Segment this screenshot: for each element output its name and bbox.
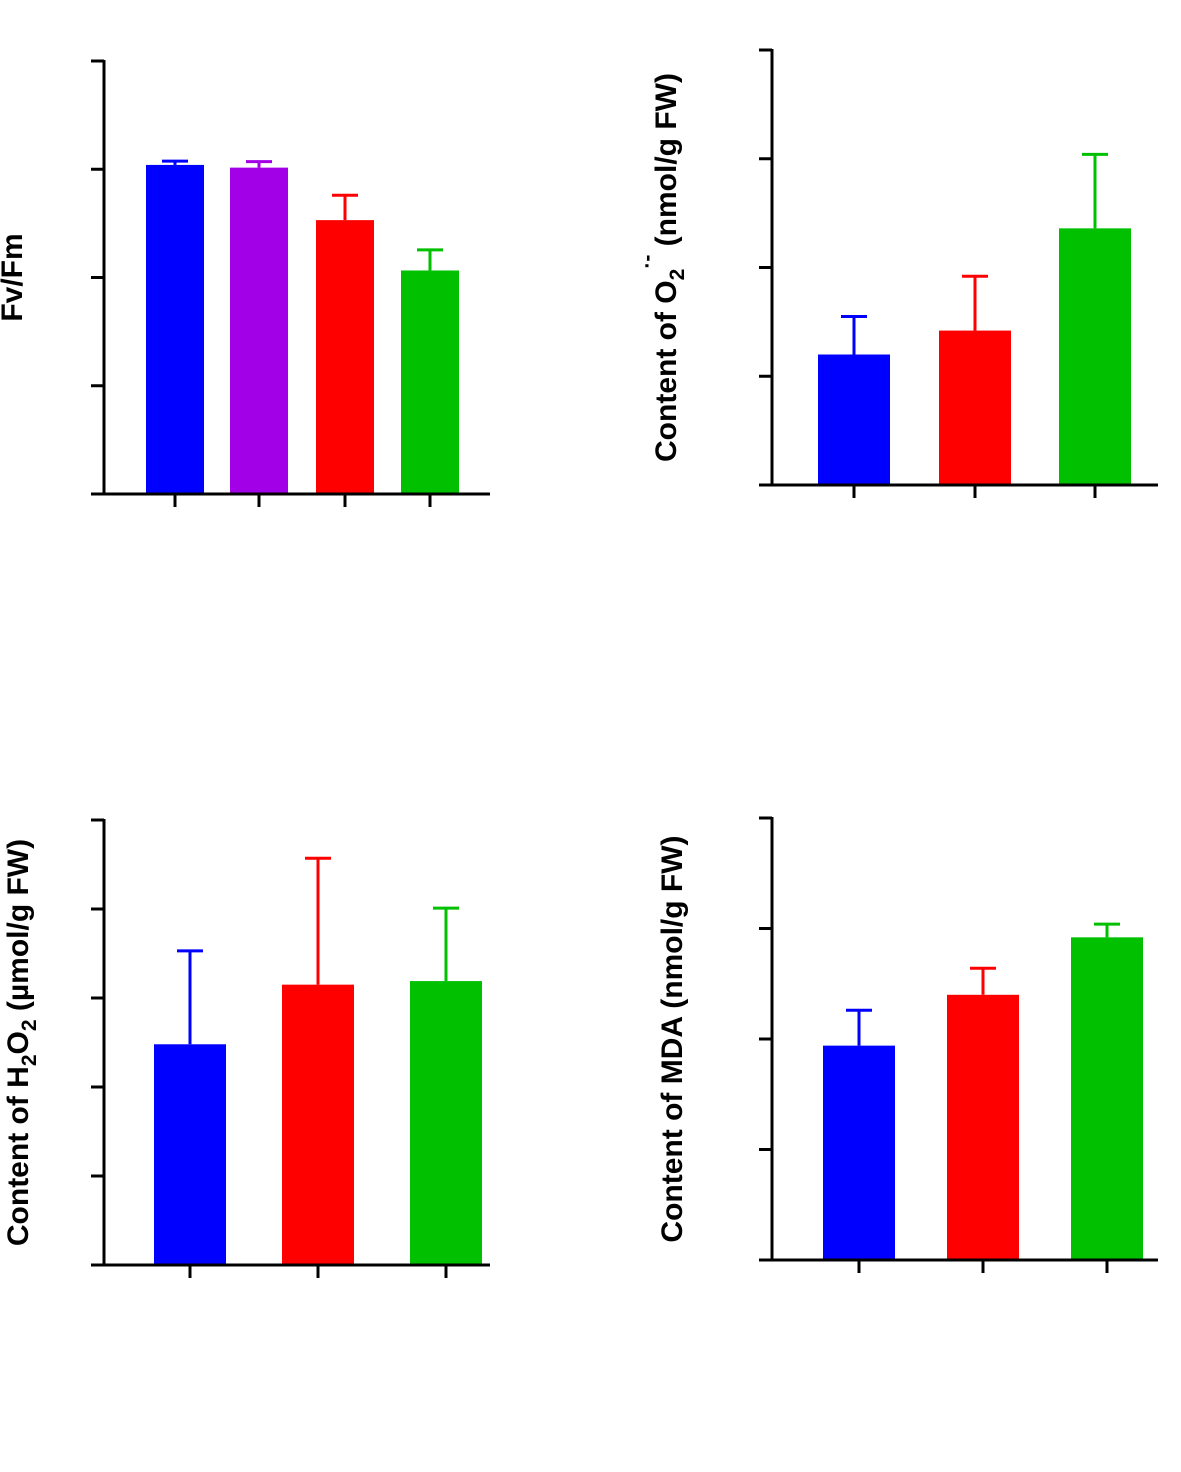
y-axis-label: Content of O2 ·- (nmol/g FW): [636, 73, 689, 462]
y-axis-label: Content of H2O2 (µmol/g FW): [2, 839, 41, 1246]
y-axis-label-part: Content of MDA (nmol/g FW): [656, 835, 689, 1242]
y-axis-label-part: 2: [18, 1019, 41, 1031]
bar: [146, 164, 204, 495]
panel-a: Fv/Fm: [0, 59, 490, 507]
y-axis-label-part: (nmol/g FW): [650, 73, 683, 255]
bar: [823, 1045, 895, 1260]
y-axis-label-part: Content of O: [650, 280, 683, 462]
y-axis-label: Content of MDA (nmol/g FW): [656, 835, 689, 1242]
bar: [947, 994, 1019, 1260]
y-axis-label-part: (µmol/g FW): [2, 839, 35, 1020]
y-axis-label-part: Fv/Fm: [0, 233, 29, 321]
bar: [316, 220, 374, 494]
bar: [230, 167, 288, 494]
bar: [401, 270, 459, 494]
y-axis-label-part: 2: [18, 1054, 41, 1066]
bar: [818, 354, 890, 485]
y-axis-label-part: O: [2, 1031, 35, 1054]
y-axis-label-part: 2: [666, 269, 689, 281]
bar: [410, 981, 482, 1265]
bar: [1071, 937, 1143, 1260]
bar: [1059, 228, 1131, 485]
y-axis-label: Fv/Fm: [0, 233, 29, 321]
y-axis-label-part: ·-: [636, 255, 659, 269]
panel-c: Content of H2O2 (µmol/g FW): [2, 818, 490, 1278]
bar: [939, 330, 1011, 485]
bar: [154, 1044, 226, 1265]
panel-b: Content of O2 ·- (nmol/g FW): [636, 48, 1158, 498]
bar: [282, 984, 354, 1265]
panel-d: Content of MDA (nmol/g FW): [656, 816, 1158, 1273]
y-axis-label-part: Content of H: [2, 1066, 35, 1246]
